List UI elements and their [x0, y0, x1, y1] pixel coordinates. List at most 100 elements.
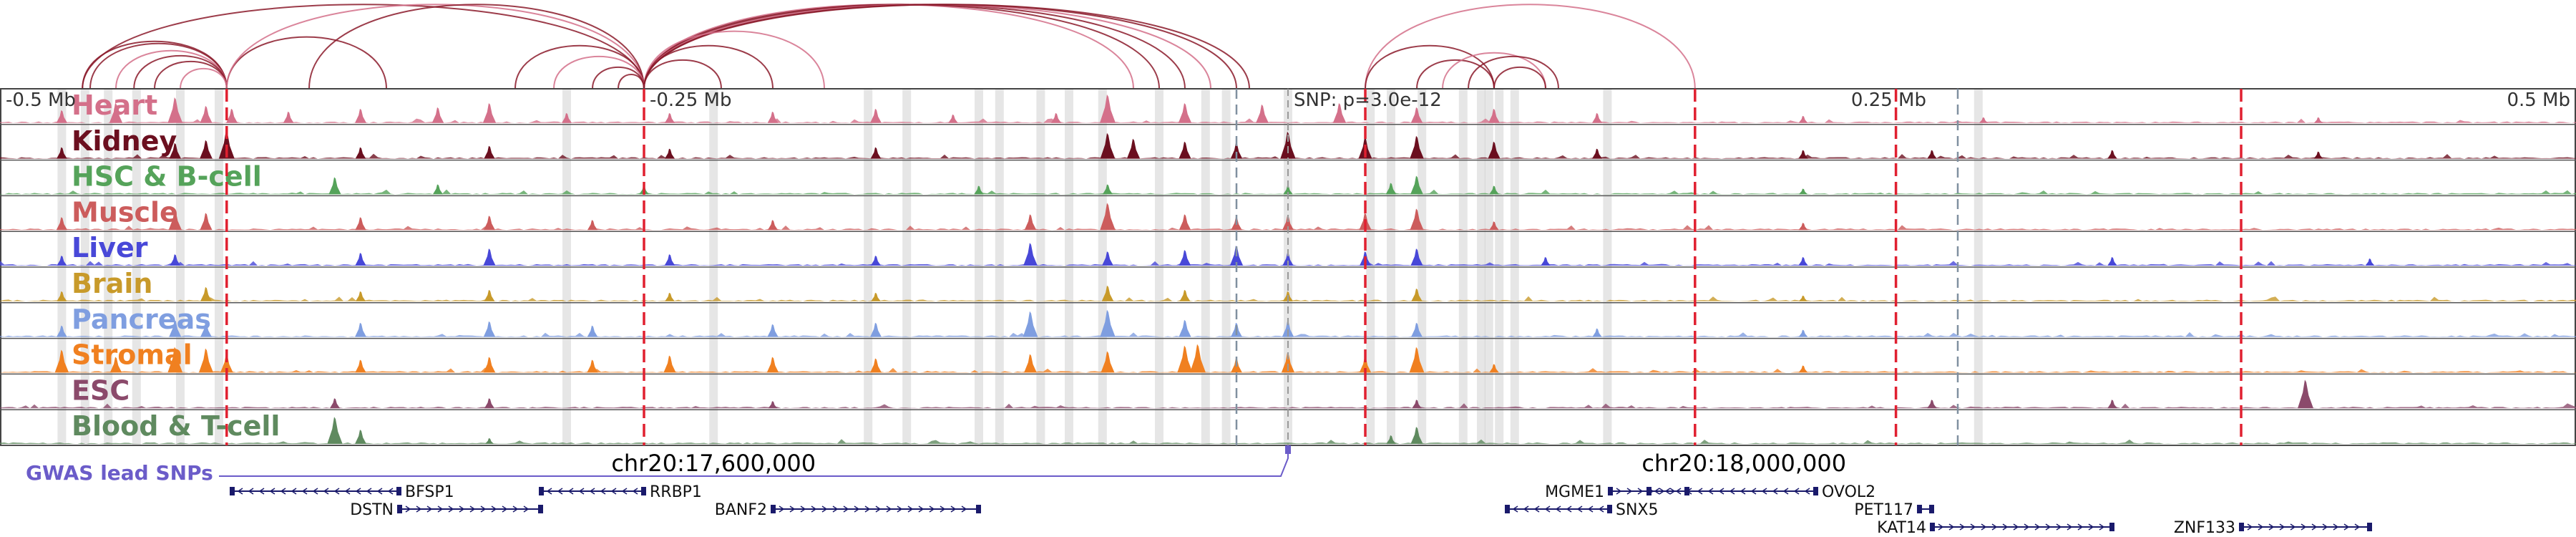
strand-arrow — [2002, 523, 2009, 531]
track-stromal: Stromal — [0, 339, 2576, 375]
signal-peak — [167, 347, 183, 373]
signal-peak — [226, 108, 238, 123]
gene-exon — [1608, 487, 1613, 495]
signal-peak — [483, 248, 496, 266]
gene-label: BANF2 — [715, 501, 767, 519]
signal-peak — [1798, 295, 1808, 301]
gene-exon — [539, 487, 544, 495]
scale-label: -0.25 Mb — [650, 90, 731, 111]
signal-peak — [1488, 141, 1501, 159]
strand-arrow — [366, 488, 372, 495]
strand-arrow — [1626, 488, 1633, 495]
signal-peak — [1282, 253, 1294, 266]
signal-peak — [1410, 427, 1423, 444]
strand-arrow — [610, 488, 617, 495]
signal-peak — [1102, 251, 1113, 266]
signal-peak — [1102, 184, 1113, 195]
signal-peak — [587, 359, 598, 373]
signal-peak — [871, 292, 881, 301]
strand-arrow — [1772, 488, 1778, 495]
signal-peak — [483, 357, 496, 373]
loop-arc — [1442, 52, 1546, 90]
track-label: ESC — [72, 374, 130, 406]
strand-arrow — [2077, 523, 2084, 531]
gene-label: ZNF133 — [2174, 519, 2235, 537]
strand-arrow — [512, 505, 519, 513]
signal-peak — [2313, 117, 2323, 123]
signal-peak — [169, 142, 182, 159]
strand-arrow — [469, 505, 476, 513]
strand-arrow — [1938, 523, 1944, 531]
signal-peak — [57, 291, 67, 301]
signal-peak — [1281, 352, 1295, 373]
signal-peak — [1410, 175, 1423, 195]
signal-peak — [328, 177, 341, 195]
signal-peak — [109, 102, 123, 123]
track-noise — [0, 225, 2576, 231]
signal-peak — [1798, 329, 1808, 337]
gene-exon — [397, 505, 402, 513]
scale-label: -0.5 Mb — [6, 90, 76, 111]
strand-arrow — [907, 505, 914, 513]
strand-arrow — [875, 505, 882, 513]
signal-peak — [56, 217, 68, 231]
gene-exon — [1646, 487, 1652, 495]
signal-peak — [664, 112, 675, 123]
strand-arrow — [237, 488, 243, 495]
signal-peak — [355, 253, 366, 266]
strand-arrow — [843, 505, 849, 513]
signal-peak — [168, 210, 182, 231]
track-label: Kidney — [72, 125, 177, 157]
strand-arrow — [1750, 488, 1757, 495]
signal-peak — [283, 111, 294, 123]
signal-peak — [1179, 214, 1191, 231]
signal-peak — [484, 216, 495, 231]
strand-arrow — [344, 488, 351, 495]
signal-peak — [1488, 108, 1500, 123]
gene-znf133: ZNF133 — [2174, 519, 2372, 537]
signal-peak — [1100, 95, 1116, 123]
strand-arrow — [1804, 488, 1810, 495]
strand-arrow — [1512, 505, 1518, 513]
signal-peak — [1283, 185, 1293, 195]
signal-peak — [1126, 138, 1141, 159]
gene-exon — [1607, 505, 1612, 513]
signal-peak — [1024, 214, 1037, 231]
signal-peak — [200, 322, 212, 337]
loop-arc — [643, 4, 1211, 90]
loop-arc — [643, 4, 1250, 90]
strand-arrow — [2311, 523, 2318, 531]
signal-peak — [1409, 347, 1425, 373]
loop-arc — [553, 55, 645, 90]
strand-arrow — [448, 505, 454, 513]
gene-exon — [976, 505, 981, 513]
signal-peak — [431, 107, 444, 123]
strand-arrow — [811, 505, 817, 513]
strand-arrow — [1718, 488, 1724, 495]
strand-arrow — [2045, 523, 2051, 531]
loop-arc — [1365, 4, 1696, 90]
strand-arrow — [1991, 523, 1998, 531]
strand-arrow — [578, 488, 585, 495]
signal-peak — [200, 140, 213, 159]
signal-peak — [1927, 400, 1937, 409]
signal-peak — [870, 358, 882, 373]
signal-peak — [355, 430, 366, 444]
gene-track: BFSP1 DSTN RRBP1 BANF2 MGME1 SNX5 OVOL2PET117K… — [230, 483, 2372, 537]
track-noise — [0, 189, 2576, 195]
strand-arrow — [1576, 505, 1583, 513]
strand-arrow — [426, 505, 433, 513]
loop-arc — [225, 36, 387, 90]
coordinate-labels: chr20:17,600,000 chr20:18,000,000 — [611, 450, 1846, 477]
strand-arrow — [632, 488, 638, 495]
strand-arrow — [437, 505, 444, 513]
loop-arc — [643, 30, 825, 90]
loop-arc — [180, 67, 228, 90]
signal-peak — [2107, 257, 2117, 266]
signal-peak — [1024, 354, 1037, 373]
signal-peak — [1979, 117, 1989, 123]
strand-arrow — [854, 505, 860, 513]
strand-arrow — [1523, 505, 1529, 513]
strand-arrow — [779, 505, 785, 513]
strand-arrow — [491, 505, 497, 513]
